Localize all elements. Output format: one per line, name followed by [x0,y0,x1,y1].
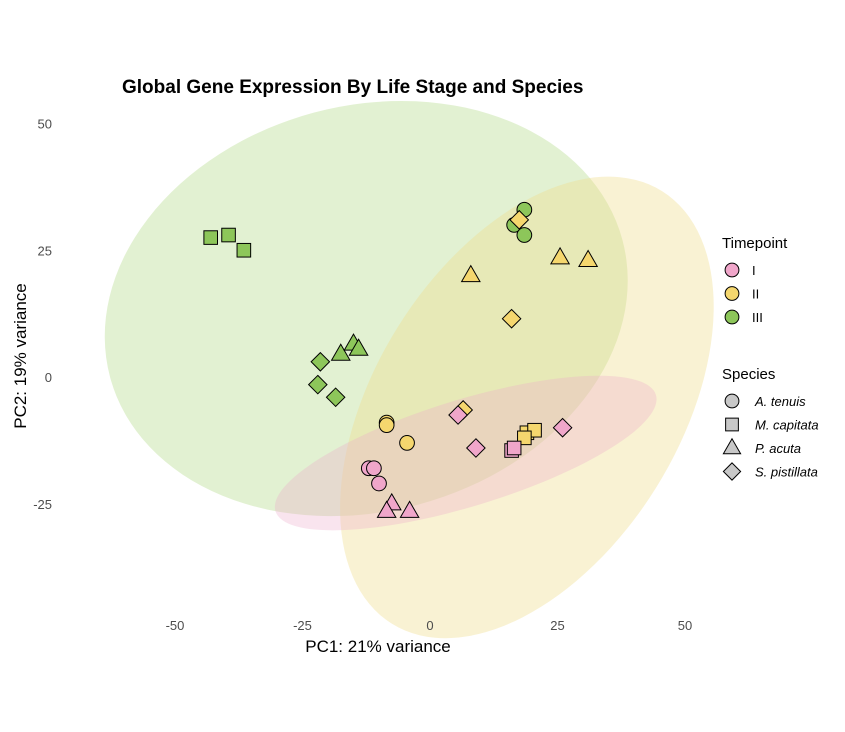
data-point-circle [378,417,395,434]
legend-swatch-circle [724,309,740,325]
legend-species-title: Species [722,366,775,383]
legend-swatch-diamond [722,462,742,481]
y-tick-label: 25 [38,243,52,258]
data-point-diamond [310,351,331,372]
legend-timepoint-label: II [752,287,759,302]
legend-species-label: S. pistillata [755,465,818,480]
legend-species-label: P. acuta [755,441,801,456]
data-point-diamond [465,438,486,458]
data-point-triangle [549,246,571,265]
y-axis-ticks: 50 25 0 -25 [33,117,52,512]
data-point-square [221,227,236,243]
ellipse-i [274,375,657,531]
data-point-triangle [578,249,599,267]
data-point-triangle [460,264,481,283]
legend-species-label: M. capitata [755,418,819,433]
legend-swatch-circle [724,286,740,301]
data-point-triangle [376,500,397,518]
data-point-triangle [399,500,420,518]
x-tick-label: 50 [678,618,692,633]
legend-species-label: A. tenuis [754,394,806,409]
y-axis-label: PC2: 19% variance [11,283,30,429]
data-point-square [236,242,252,258]
y-tick-label: -25 [33,497,52,512]
ellipse-ii [340,176,714,639]
x-axis-label: PC1: 21% variance [305,637,451,656]
data-point-square [203,230,218,245]
legend-timepoint-title: Timepoint [722,235,788,252]
data-point-circle [366,460,382,477]
y-tick-label: 0 [45,370,52,385]
data-point-circle [371,475,387,492]
data-points [203,201,599,518]
x-tick-label: 25 [550,618,564,633]
x-tick-label: -25 [293,618,312,633]
data-point-circle [516,227,533,243]
data-point-triangle [348,338,369,356]
data-point-diamond [501,308,522,329]
legend-swatch-circle [724,262,740,278]
legend-timepoint-label: I [752,263,756,278]
data-point-square [506,440,522,456]
x-tick-label: 0 [426,618,433,633]
data-point-diamond [307,374,328,395]
data-point-diamond [552,417,573,438]
x-axis-ticks: -50 -25 0 25 50 [166,618,693,633]
confidence-ellipses [104,100,714,639]
data-point-diamond [448,405,468,425]
data-point-diamond [325,387,346,408]
data-point-circle [399,435,415,451]
x-tick-label: -50 [166,618,185,633]
legend-swatch-triangle [722,437,742,455]
ellipse-iii [104,100,628,517]
legend-swatch-square [725,417,739,432]
legend-timepoint-label: III [752,310,763,325]
y-tick-label: 50 [38,117,52,132]
legend-species: Species A. tenuis M. capitata P. acuta S. p… [722,366,819,481]
legend-swatch-circle [724,393,740,409]
data-point-diamond [509,209,530,230]
data-point-triangle [330,343,351,361]
chart-title: Global Gene Expression By Life Stage and… [122,77,583,98]
